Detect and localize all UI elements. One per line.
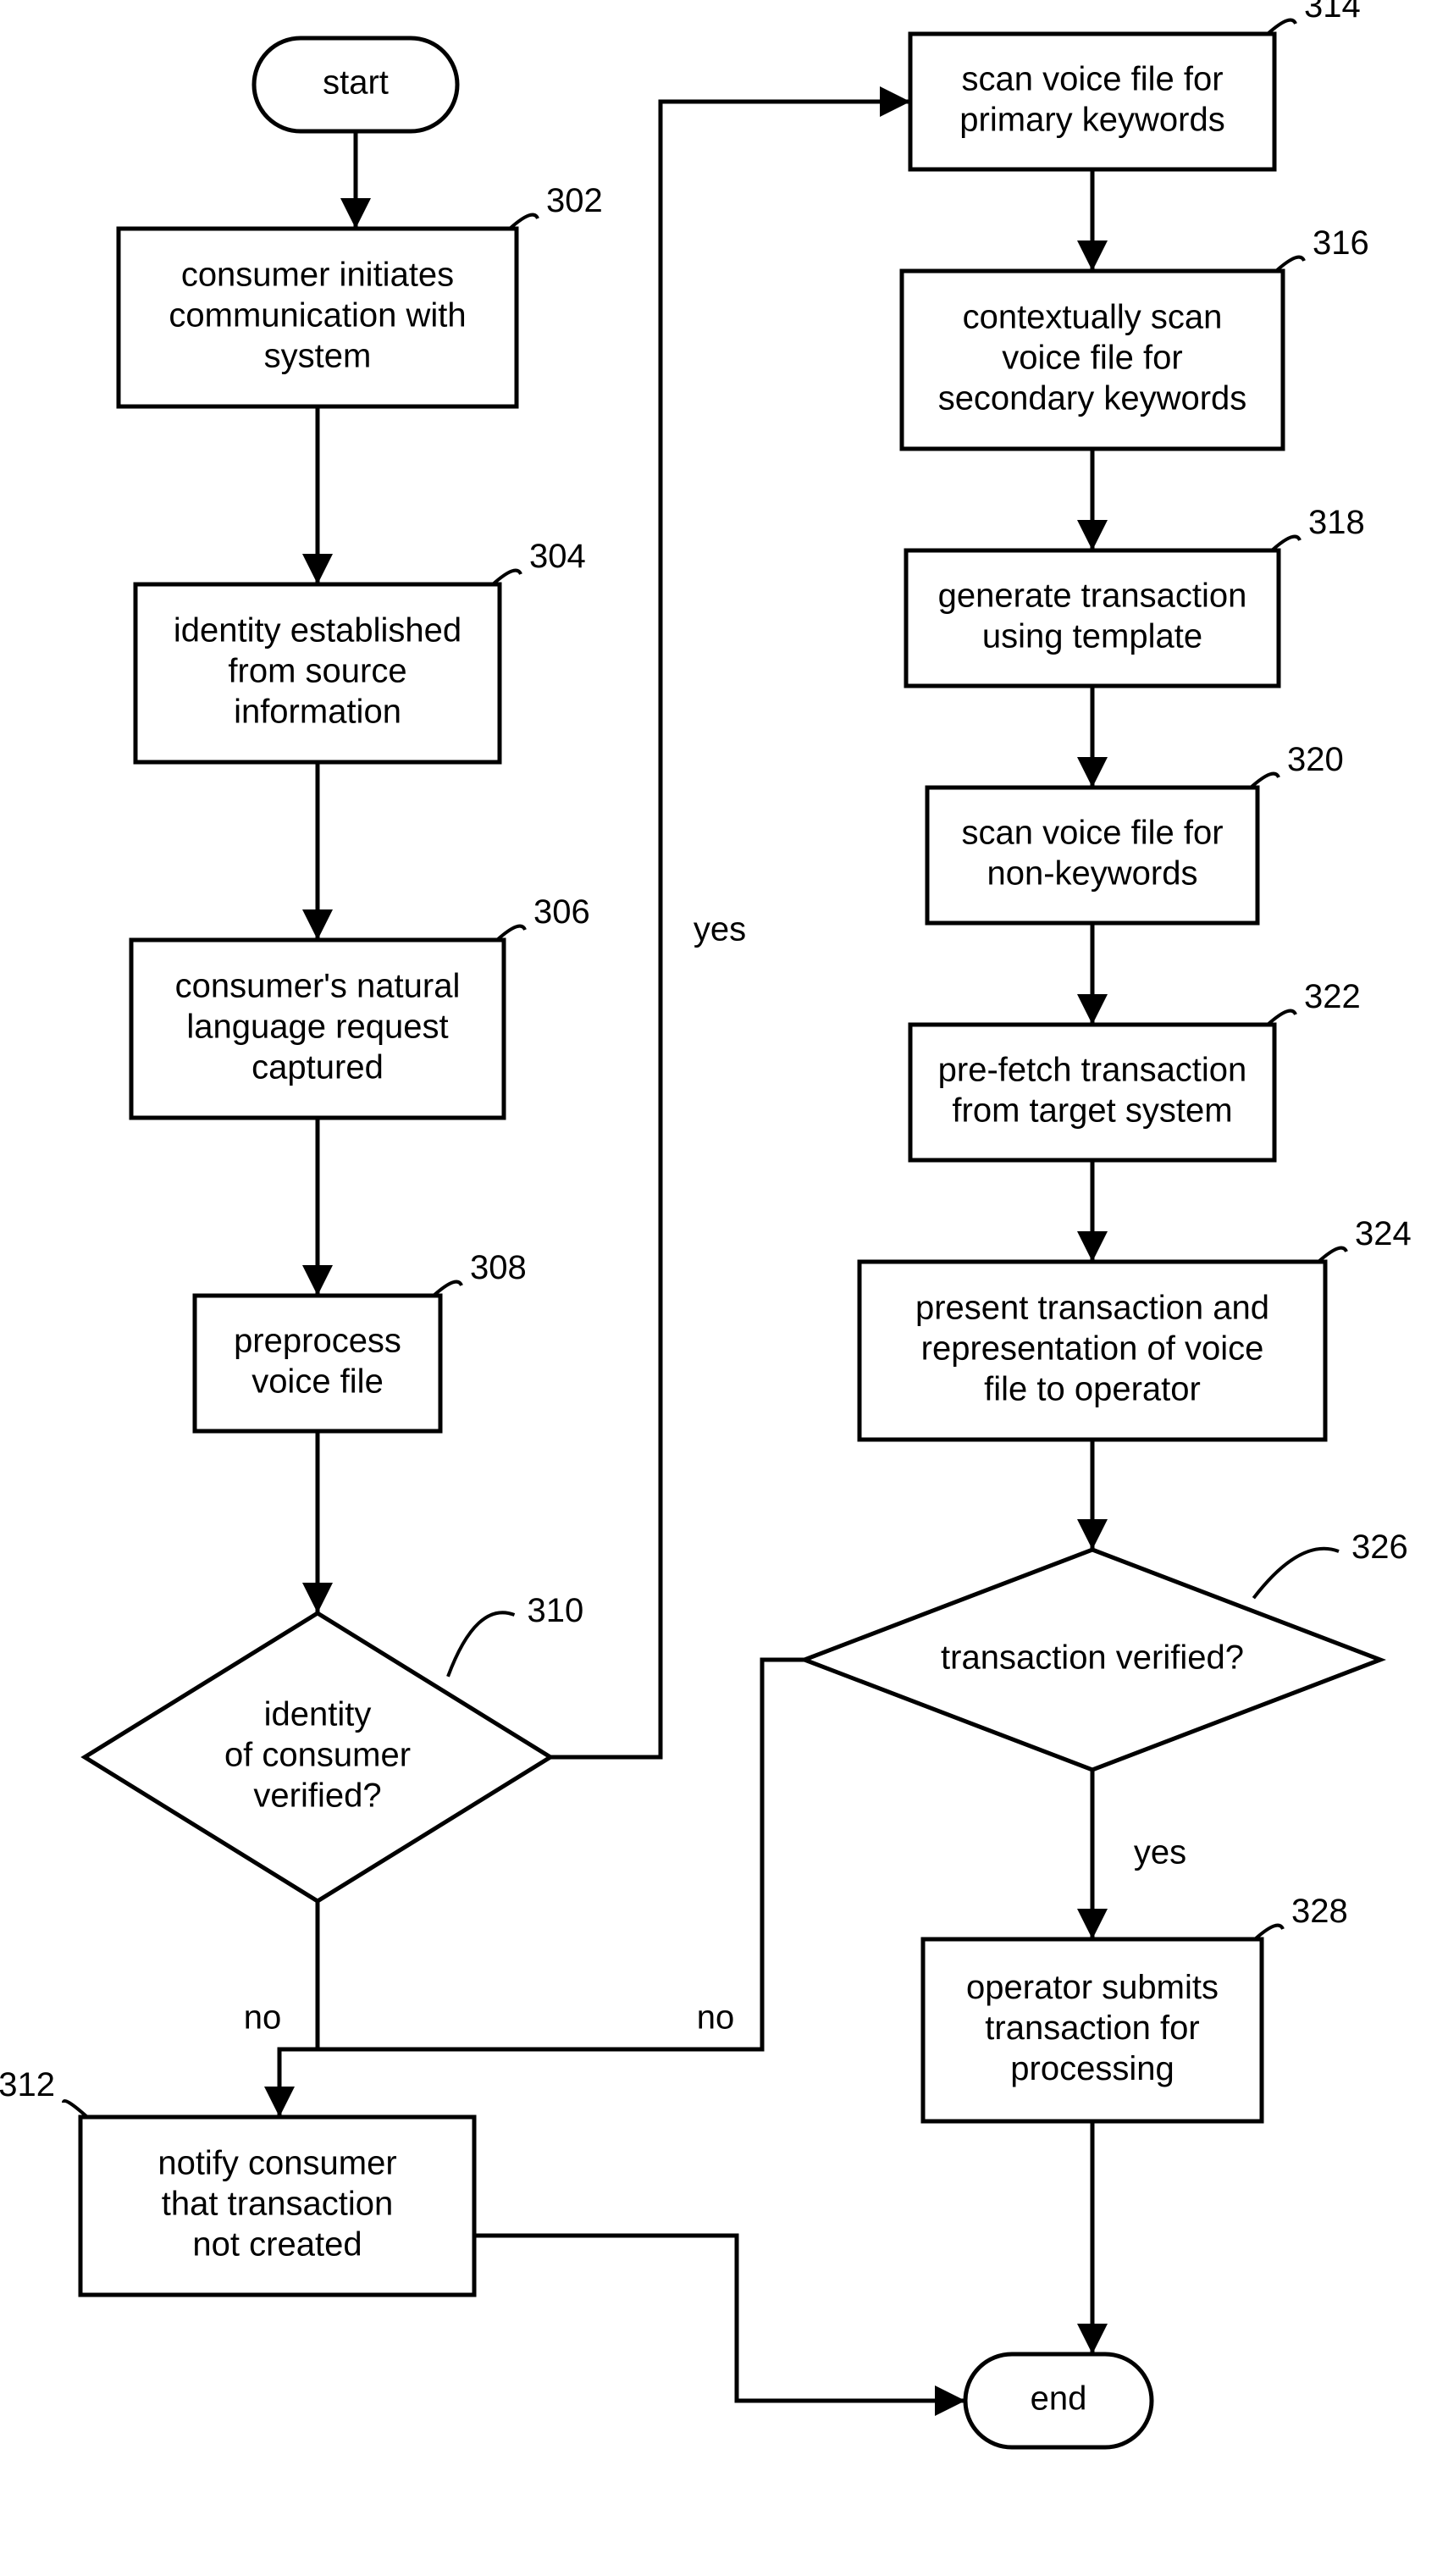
flow-edge (279, 1901, 318, 2117)
flow-node-text: of consumer (224, 1737, 411, 1774)
edge-label: no (697, 1999, 735, 2037)
flow-node-text: non-keywords (987, 855, 1197, 893)
flow-node-text: language request (186, 1009, 448, 1046)
flow-node-text: information (234, 694, 401, 731)
flow-node-text: consumer's natural (175, 968, 461, 1005)
flow-node-text: captured (251, 1049, 384, 1086)
flow-node-text: present transaction and (915, 1290, 1269, 1327)
flow-node-text: notify consumer (158, 2145, 396, 2182)
node-ref-label: 320 (1287, 741, 1344, 778)
node-ref-label: 310 (528, 1592, 584, 1629)
flow-node-text: communication with (169, 297, 466, 334)
flow-node-text: end (1031, 2380, 1087, 2418)
flow-edge (474, 2236, 965, 2401)
flow-node-text: processing (1010, 2050, 1174, 2087)
flow-node-text: representation of voice (921, 1330, 1264, 1368)
flow-node-text: verified? (253, 1777, 381, 1815)
flow-node-text: scan voice file for (961, 61, 1223, 98)
node-ref-label: 326 (1351, 1528, 1408, 1566)
node-ref-label: 308 (470, 1249, 527, 1286)
node-ref-label: 318 (1308, 504, 1365, 541)
node-ref-label: 312 (0, 2066, 55, 2103)
node-ref-label: 324 (1355, 1215, 1412, 1252)
flow-node-text: that transaction (162, 2186, 394, 2223)
flow-node-text: secondary keywords (938, 380, 1247, 417)
node-ref-label: 316 (1313, 224, 1369, 262)
node-ref-label: 322 (1304, 978, 1361, 1015)
flow-node-text: pre-fetch transaction (938, 1052, 1247, 1089)
edge-label: yes (1134, 1834, 1186, 1871)
node-ref-label: 302 (546, 182, 603, 219)
flow-node-text: system (264, 338, 372, 375)
flow-node-text: contextually scan (963, 299, 1223, 336)
edge-label: yes (694, 911, 746, 948)
flow-node-text: operator submits (966, 1969, 1219, 2006)
flow-node-text: voice file for (1002, 340, 1182, 377)
flow-node-text: primary keywords (959, 102, 1224, 139)
flow-node-text: identity established (174, 612, 461, 650)
flow-node-text: using template (982, 618, 1202, 655)
flow-node-text: identity (264, 1696, 372, 1733)
flow-node-text: transaction for (985, 2009, 1199, 2047)
flow-node-text: from source (228, 653, 406, 690)
flow-node-text: voice file (251, 1363, 384, 1401)
flow-node-text: consumer initiates (181, 257, 454, 294)
node-ref-label: 304 (529, 538, 586, 575)
flow-node-text: generate transaction (938, 578, 1247, 615)
flow-node-text: not created (192, 2226, 362, 2264)
edge-label: no (244, 1999, 282, 2037)
flow-node-text: file to operator (984, 1371, 1201, 1408)
node-ref-label: 314 (1304, 0, 1361, 25)
flow-node-text: start (323, 64, 389, 102)
flow-node-text: transaction verified? (941, 1639, 1244, 1677)
flow-node-text: from target system (952, 1092, 1232, 1130)
flow-node-text: preprocess (234, 1323, 401, 1360)
node-ref-label: 306 (533, 893, 590, 931)
node-ref-label: 328 (1291, 1893, 1348, 1930)
flow-node-text: scan voice file for (961, 815, 1223, 852)
